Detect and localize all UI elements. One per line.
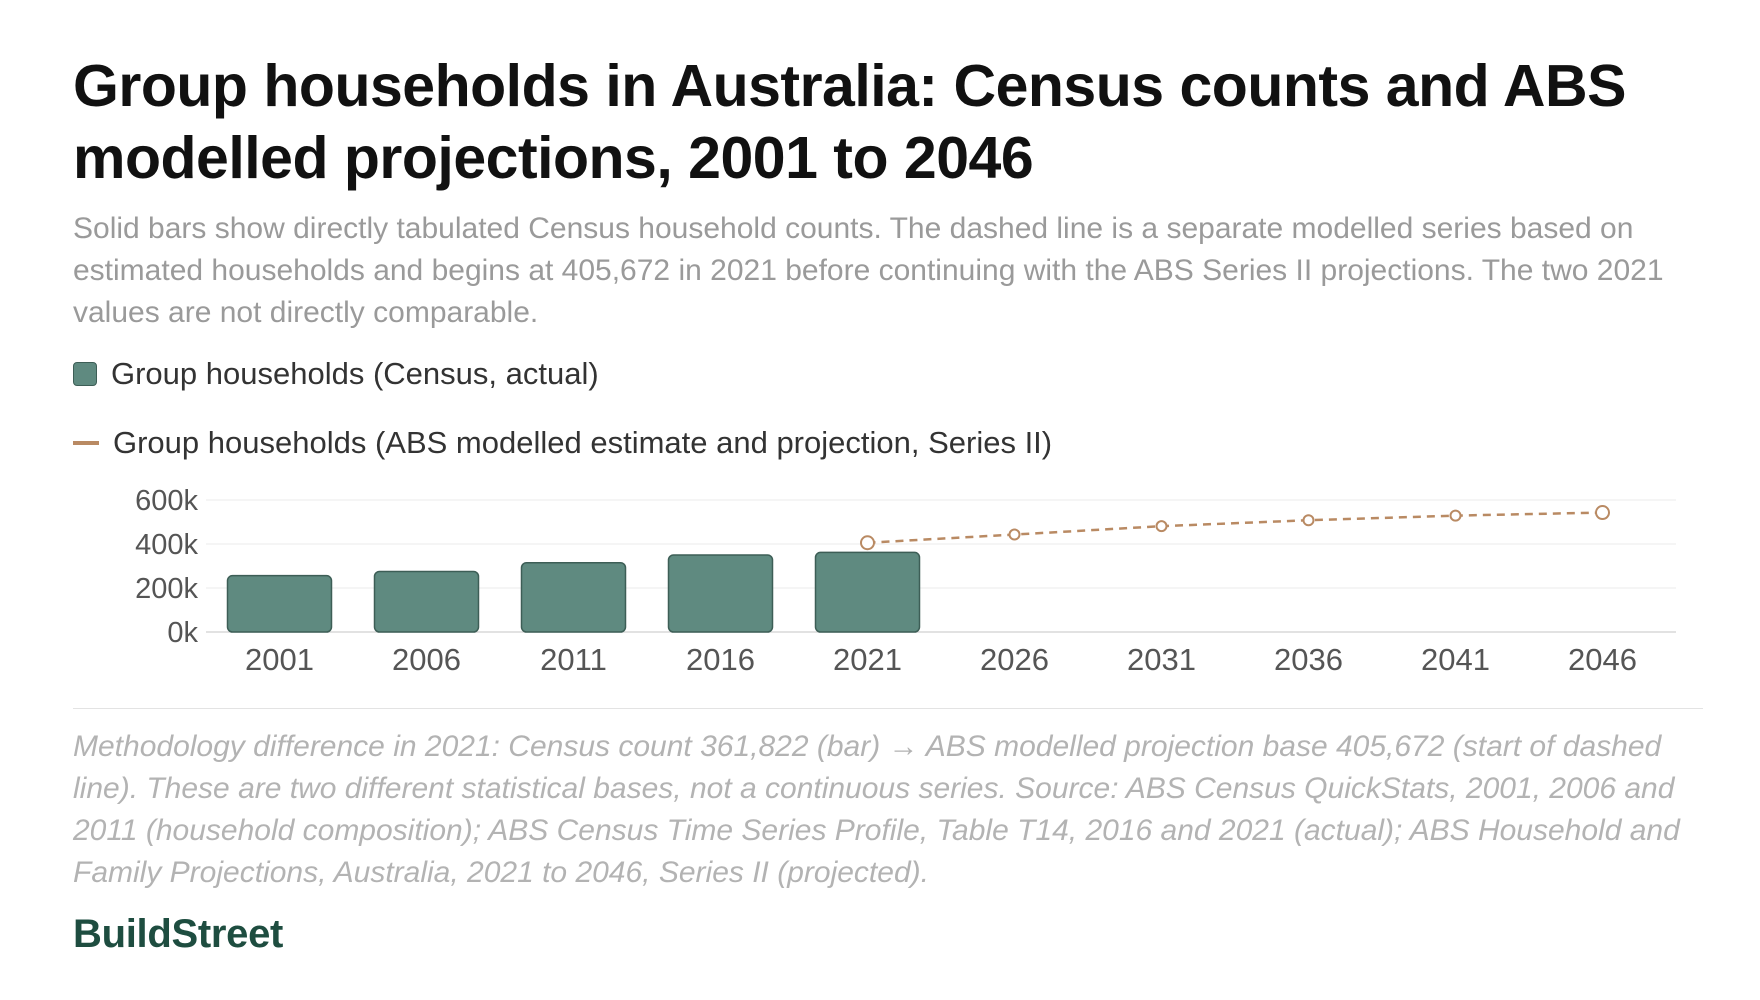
y-axis-label: Group households	[78, 470, 113, 695]
chart: 0k 200k 400k 600k Group households 2001 2006 20…	[78, 470, 1676, 695]
legend-item-projection: Group households (ABS modelled estimate …	[73, 425, 1052, 461]
bar	[226, 574, 333, 633]
x-tick-label: 2006	[392, 642, 461, 677]
line-point	[860, 535, 875, 551]
x-tick-label: 2036	[1274, 642, 1343, 677]
legend-label-projection: Group households (ABS modelled estimate …	[113, 425, 1053, 460]
y-tick-label: 400k	[135, 529, 198, 561]
x-tick-label: 2011	[540, 642, 607, 677]
line-point	[1449, 509, 1462, 522]
series-line	[867, 511, 1603, 545]
y-tick-label: 0k	[167, 617, 198, 649]
legend-swatch-bar	[73, 362, 97, 386]
legend-label-census: Group households (Census, actual)	[111, 356, 599, 391]
line-point	[1302, 514, 1315, 527]
chart-subtitle: Solid bars show directly tabulated Censu…	[73, 212, 1664, 329]
x-tick-label: 2041	[1421, 642, 1490, 677]
legend-item-census: Group households (Census, actual)	[73, 356, 599, 392]
line-point	[1595, 505, 1610, 521]
y-tick-label: 200k	[135, 573, 198, 605]
bar	[814, 551, 921, 633]
legend-swatch-line	[73, 441, 99, 445]
x-tick-label: 2016	[686, 642, 755, 677]
footnote: Methodology difference in 2021: Census c…	[73, 730, 1680, 889]
divider	[73, 708, 1703, 709]
y-tick-label: 600k	[135, 485, 198, 517]
brand-logo: BuildStreet	[73, 912, 284, 956]
bar	[520, 561, 627, 633]
line-point	[1155, 520, 1168, 533]
chart-title: Group households in Australia: Census co…	[73, 53, 1626, 191]
bar	[373, 570, 480, 633]
bar	[667, 554, 774, 633]
x-tick-label: 2001	[245, 642, 314, 677]
x-tick-label: 2026	[980, 642, 1049, 677]
x-tick-label: 2046	[1568, 642, 1637, 677]
x-tick-label: 2031	[1127, 642, 1196, 677]
line-point	[1008, 528, 1021, 541]
x-tick-label: 2021	[833, 642, 902, 677]
